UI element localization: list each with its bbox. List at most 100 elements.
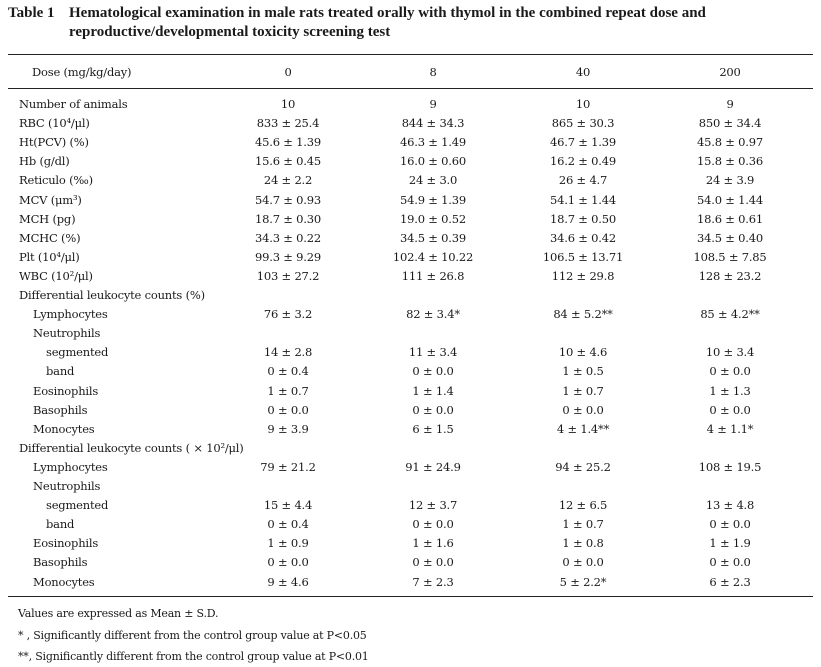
row-label: Differential leukocyte counts (%) xyxy=(19,288,205,302)
table-cell: 14 ± 2.8 xyxy=(263,345,313,359)
row-label: MCV (μm³) xyxy=(19,193,82,207)
table-cell: 1 ± 1.3 xyxy=(709,384,751,398)
table-cell: 1 ± 0.8 xyxy=(562,536,604,550)
footnote-p001: **, Significantly different from the con… xyxy=(18,650,369,663)
row-label: Eosinophils xyxy=(33,536,99,550)
table-cell: 10 xyxy=(280,97,296,111)
table-cell: 4 ± 1.4** xyxy=(556,422,610,436)
table-cell: 4 ± 1.1* xyxy=(706,422,754,436)
table-cell: 45.8 ± 0.97 xyxy=(697,135,763,149)
table-cell: 16.2 ± 0.49 xyxy=(550,154,616,168)
table-cell: 9 ± 3.9 xyxy=(267,422,309,436)
table-cell: 46.3 ± 1.49 xyxy=(400,135,466,149)
table-cell: 54.1 ± 1.44 xyxy=(550,193,616,207)
table-cell: 76 ± 3.2 xyxy=(263,307,313,321)
table-cell: 128 ± 23.2 xyxy=(698,269,762,283)
table-cell: 85 ± 4.2** xyxy=(700,307,760,321)
row-label: MCHC (%) xyxy=(19,231,81,245)
table-cell: 0 ± 0.0 xyxy=(412,555,454,569)
table-cell: 112 ± 29.8 xyxy=(551,269,615,283)
table-cell: 34.5 ± 0.40 xyxy=(697,231,763,245)
table-cell: 1 ± 0.7 xyxy=(267,384,309,398)
table-cell: 108.5 ± 7.85 xyxy=(693,250,767,264)
table-cell: 1 ± 1.9 xyxy=(709,536,751,550)
table-cell: 10 ± 3.4 xyxy=(705,345,755,359)
table-cell: 5 ± 2.2* xyxy=(559,575,607,589)
row-label: Neutrophils xyxy=(33,326,101,340)
top-rule xyxy=(8,54,813,55)
table-cell: 54.7 ± 0.93 xyxy=(255,193,321,207)
footnote-values: Values are expressed as Mean ± S.D. xyxy=(18,607,219,620)
dose-header-label: Dose (mg/kg/day) xyxy=(32,65,132,79)
table-cell: 1 ± 1.6 xyxy=(412,536,454,550)
row-label: Reticulo (‰) xyxy=(19,173,93,187)
table-title: Hematological examination in male rats t… xyxy=(69,5,706,40)
table-cell: 46.7 ± 1.39 xyxy=(550,135,616,149)
dose-header-40: 40 xyxy=(575,65,591,79)
table-cell: 1 ± 1.4 xyxy=(412,384,454,398)
footnote-p005: * , Significantly different from the con… xyxy=(18,629,367,642)
table-cell: 0 ± 0.0 xyxy=(412,403,454,417)
table-cell: 26 ± 4.7 xyxy=(558,173,608,187)
row-label: Plt (10⁴/μl) xyxy=(19,250,80,264)
table-cell: 15.8 ± 0.36 xyxy=(697,154,763,168)
table-cell: 16.0 ± 0.60 xyxy=(400,154,466,168)
table-cell: 54.0 ± 1.44 xyxy=(697,193,763,207)
table-cell: 84 ± 5.2** xyxy=(553,307,613,321)
table-cell: 15 ± 4.4 xyxy=(263,498,313,512)
table-cell: 0 ± 0.0 xyxy=(709,517,751,531)
row-label: MCH (pg) xyxy=(19,212,76,226)
row-label: WBC (10²/μl) xyxy=(19,269,93,283)
table-cell: 19.0 ± 0.52 xyxy=(400,212,466,226)
table-cell: 18.6 ± 0.61 xyxy=(697,212,763,226)
row-label: Eosinophils xyxy=(33,384,99,398)
table-cell: 18.7 ± 0.50 xyxy=(550,212,616,226)
table-cell: 18.7 ± 0.30 xyxy=(255,212,321,226)
row-label: Monocytes xyxy=(33,575,95,589)
table-cell: 850 ± 34.4 xyxy=(698,116,762,130)
table-cell: 15.6 ± 0.45 xyxy=(255,154,321,168)
table-cell: 106.5 ± 13.71 xyxy=(542,250,624,264)
table-cell: 45.6 ± 1.39 xyxy=(255,135,321,149)
table-cell: 1 ± 0.7 xyxy=(562,384,604,398)
dose-header-0: 0 xyxy=(284,65,292,79)
table-cell: 0 ± 0.4 xyxy=(267,517,309,531)
table-cell: 111 ± 26.8 xyxy=(401,269,465,283)
row-label: Differential leukocyte counts ( × 10²/μl… xyxy=(19,441,244,455)
table-cell: 102.4 ± 10.22 xyxy=(392,250,474,264)
table-cell: 0 ± 0.0 xyxy=(709,555,751,569)
dose-header-200: 200 xyxy=(719,65,741,79)
table-cell: 54.9 ± 1.39 xyxy=(400,193,466,207)
row-label: Lymphocytes xyxy=(33,307,108,321)
row-label: Ht(PCV) (%) xyxy=(19,135,89,149)
table-cell: 108 ± 19.5 xyxy=(698,460,762,474)
table-cell: 0 ± 0.0 xyxy=(709,364,751,378)
table-cell: 12 ± 3.7 xyxy=(408,498,458,512)
table-cell: 103 ± 27.2 xyxy=(256,269,320,283)
table-cell: 82 ± 3.4* xyxy=(406,307,460,321)
table-cell: 34.6 ± 0.42 xyxy=(550,231,616,245)
row-label: band xyxy=(46,517,75,531)
row-label: segmented xyxy=(46,498,109,512)
table-cell: 7 ± 2.3 xyxy=(412,575,454,589)
table-cell: 34.3 ± 0.22 xyxy=(255,231,321,245)
table-cell: 6 ± 2.3 xyxy=(709,575,751,589)
header-rule xyxy=(8,88,813,89)
row-label: Hb (g/dl) xyxy=(19,154,70,168)
table-cell: 833 ± 25.4 xyxy=(256,116,320,130)
table-cell: 24 ± 3.9 xyxy=(705,173,755,187)
table-cell: 1 ± 0.7 xyxy=(562,517,604,531)
table-cell: 24 ± 2.2 xyxy=(263,173,313,187)
table-cell: 11 ± 3.4 xyxy=(408,345,458,359)
row-label: Monocytes xyxy=(33,422,95,436)
table-cell: 0 ± 0.0 xyxy=(562,555,604,569)
table-cell: 10 xyxy=(575,97,591,111)
table-cell: 0 ± 0.0 xyxy=(412,364,454,378)
row-label: Number of animals xyxy=(19,97,128,111)
table-cell: 0 ± 0.0 xyxy=(562,403,604,417)
table-cell: 99.3 ± 9.29 xyxy=(255,250,321,264)
table-cell: 0 ± 0.0 xyxy=(267,555,309,569)
table-cell: 844 ± 34.3 xyxy=(401,116,465,130)
table-cell: 0 ± 0.4 xyxy=(267,364,309,378)
table-label: Table 1 xyxy=(8,5,55,21)
